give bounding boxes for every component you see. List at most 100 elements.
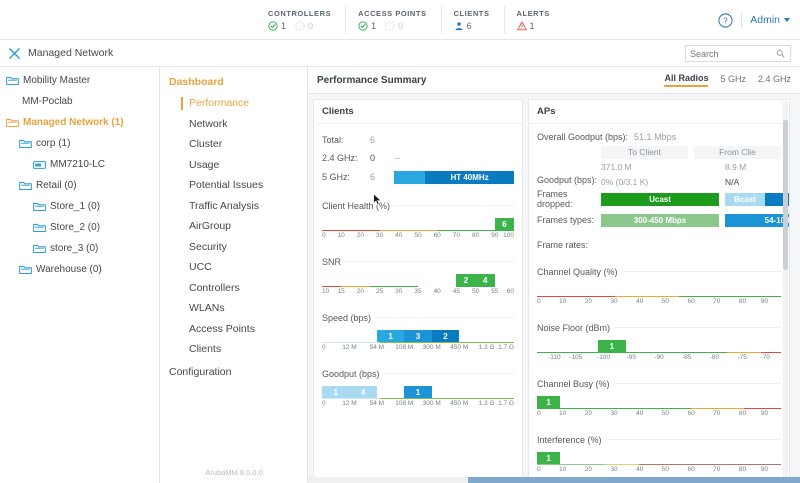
menu-item-airgroup[interactable]: AirGroup: [189, 220, 232, 232]
chart-tick-label: 90: [491, 232, 499, 239]
tree-node-warehouse-0[interactable]: Warehouse (0): [0, 259, 159, 280]
chart-bar[interactable]: 2: [431, 330, 460, 343]
tree-node-store-2-0[interactable]: Store_2 (0): [0, 217, 159, 238]
menu-item-controllers[interactable]: Controllers: [189, 281, 240, 294]
tree-node-label: MM-Poclab: [22, 96, 73, 107]
chart-tick-label: 0: [322, 232, 326, 239]
radio-tab-all-radios[interactable]: All Radios: [664, 73, 709, 87]
radio-tab-2-4-ghz[interactable]: 2.4 GHz: [757, 74, 791, 84]
search-input[interactable]: [690, 48, 776, 59]
chart-bar[interactable]: 4: [475, 274, 495, 287]
menu-item-potential-issues[interactable]: Potential Issues: [189, 179, 264, 191]
aps-scrollbar-thumb[interactable]: [783, 120, 788, 270]
tree-node-label: Warehouse (0): [36, 264, 102, 275]
tree-node-mm7210-lc[interactable]: MM7210-LC: [0, 154, 159, 175]
kpi-count: 1: [529, 21, 535, 31]
chart-tick-label: 0: [537, 298, 541, 305]
chart-bar[interactable]: 3: [404, 330, 432, 343]
frames-types-from-client-bar[interactable]: BcastMcast: [725, 192, 789, 206]
chart-tick-label: 20: [584, 298, 592, 305]
tree-node-label: Managed Network (1): [23, 117, 124, 128]
search-box[interactable]: [685, 45, 791, 62]
clients-5ghz-bar[interactable]: HT 40MHz: [394, 170, 514, 184]
menu-item-traffic-analysis[interactable]: Traffic Analysis: [189, 199, 260, 212]
chart-tick-label: 450 M: [450, 344, 469, 351]
aps-charts: Channel Quality (%) 0 10 20 30 40 50 60 70 80 90 No…: [537, 262, 781, 482]
close-x-icon[interactable]: [8, 47, 21, 60]
chart-tick-label: 30: [610, 298, 618, 305]
kpi-alerts[interactable]: ALERTS 1: [517, 6, 564, 34]
tree-node-label: corp (1): [36, 138, 71, 149]
tree-node-store-1-0[interactable]: Store_1 (0): [0, 196, 159, 217]
axis-zone: [379, 229, 438, 231]
chart-tick-label: 108 M: [395, 400, 414, 407]
tree-node-store-3-0[interactable]: store_3 (0): [0, 238, 159, 259]
chart-bar[interactable]: 1: [537, 396, 561, 409]
clients-24ghz-row: 2.4 GHz: 0 --: [322, 149, 514, 167]
menu-item-security[interactable]: Security: [189, 240, 227, 253]
kpi-value: 0: [385, 21, 403, 31]
chart-bar[interactable]: 1: [537, 452, 561, 465]
chart-bar[interactable]: 1: [322, 386, 350, 399]
menu-item-cluster[interactable]: Cluster: [189, 138, 223, 150]
chart-ticks: 0 10 20 30 40 50 60 70 80 90 100: [322, 232, 514, 243]
aps-scrollbar-track[interactable]: [783, 101, 788, 481]
menu-item-usage[interactable]: Usage: [189, 158, 220, 171]
chart-bar[interactable]: 6: [494, 218, 514, 231]
frame-rates-to-client-bar[interactable]: 300-450 Mbps: [601, 213, 719, 227]
help-circle-icon[interactable]: ?: [718, 12, 733, 28]
menu-item-wlans[interactable]: WLANs: [189, 302, 225, 314]
radio-tab-5-ghz[interactable]: 5 GHz: [720, 74, 746, 84]
menu-dashboard-header[interactable]: Dashboard: [169, 76, 224, 88]
axis-zone: [379, 341, 514, 343]
chart-tick-label: 40: [636, 466, 644, 473]
frames-types-label: Frames types:: [537, 215, 595, 225]
kpi-access-points[interactable]: ACCESS POINTS 1 0: [358, 5, 442, 34]
menu-item-clients[interactable]: Clients: [189, 343, 222, 355]
menu-item-performance[interactable]: Performance: [160, 93, 307, 114]
chart-bar[interactable]: 4: [349, 386, 377, 399]
menu-item-access-points[interactable]: Access Points: [189, 322, 255, 335]
chart-tick-label: 90: [760, 298, 769, 305]
chart-bar[interactable]: 1: [404, 386, 432, 399]
tree-node-managed-network-1[interactable]: Managed Network (1): [0, 112, 159, 133]
chart-bar[interactable]: 1: [376, 330, 405, 343]
network-tree[interactable]: Mobility Master MM-Poclab Managed Network …: [0, 67, 160, 483]
chart-tick-label: 80: [738, 466, 747, 473]
chart-tick-label: 30: [610, 466, 618, 473]
kpi-count: 1: [281, 21, 287, 31]
chart-tick-label: -110: [548, 354, 561, 361]
kpi-controllers[interactable]: CONTROLLERS 1 0: [268, 5, 347, 34]
menu-item-configuration[interactable]: Configuration: [169, 365, 232, 378]
kpi-clients[interactable]: CLIENTS 6: [454, 5, 505, 34]
chart-tick-label: 60: [506, 288, 514, 295]
chart-bar[interactable]: 1: [598, 340, 626, 353]
tree-node-retail-0[interactable]: Retail (0): [0, 175, 159, 196]
chart-bar[interactable]: 2: [456, 274, 476, 287]
horizontal-scrollbar[interactable]: [308, 477, 800, 483]
menu-item-ucc[interactable]: UCC: [189, 261, 212, 273]
frames-types-to-client-bar[interactable]: Ucast: [601, 192, 719, 206]
tree-node-label: Store_2 (0): [50, 222, 101, 233]
chart-title-wrap: Interference (%): [537, 430, 781, 448]
tree-node-corp-1[interactable]: corp (1): [0, 133, 159, 154]
tree-node-mm-poclab[interactable]: MM-Poclab: [0, 91, 159, 112]
radio-filter-tabs[interactable]: All Radios 5 GHz 2.4 GHz: [664, 73, 791, 87]
chart-channel-quality: Channel Quality (%) 0 10 20 30 40 50 60 70 80 90: [537, 262, 781, 309]
chart-title-wrap: Client Health (%): [322, 196, 514, 214]
chart-plot: 1: [537, 338, 781, 353]
frame-rates-from-client-bar[interactable]: 54-108 Mb: [725, 213, 789, 227]
chart-tick-label: 70: [452, 232, 461, 239]
dashboard-menu[interactable]: Dashboard Performance Network Cluster Usage…: [160, 67, 308, 483]
svg-text:?: ?: [724, 16, 729, 25]
column-header-from-client: From Clie: [694, 146, 781, 159]
horizontal-scrollbar-thumb[interactable]: [468, 477, 800, 483]
clients-24ghz-label: 2.4 GHz:: [322, 153, 358, 163]
chart-tick-label: 50: [661, 466, 670, 473]
kpi-value: 1: [358, 21, 376, 31]
tree-node-mobility-master[interactable]: Mobility Master: [0, 70, 159, 91]
admin-menu[interactable]: Admin: [750, 14, 790, 26]
menu-item-network[interactable]: Network: [189, 117, 228, 130]
